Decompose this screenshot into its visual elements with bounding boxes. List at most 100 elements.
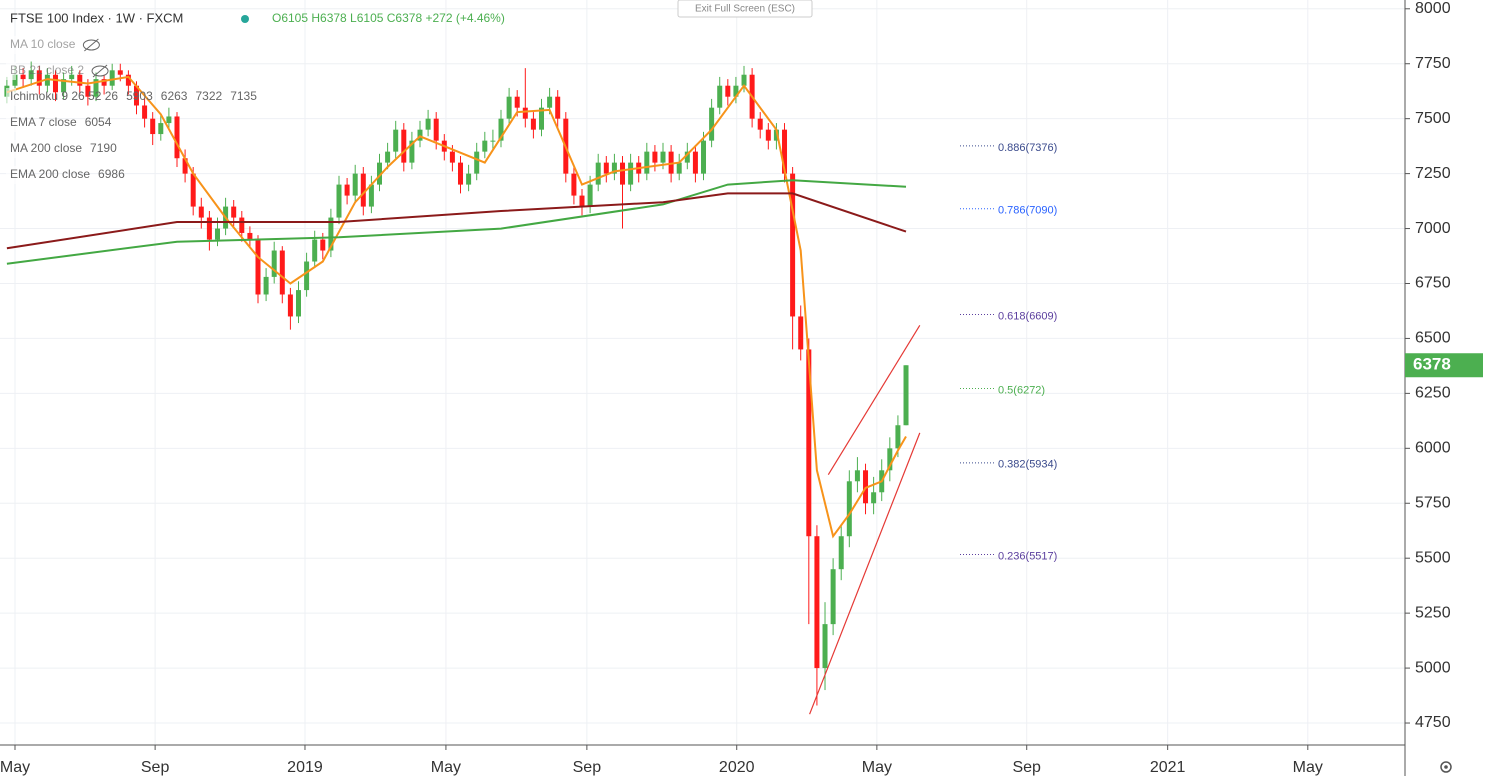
candle-body xyxy=(133,85,139,106)
candle-body xyxy=(433,118,439,141)
candle-body xyxy=(12,74,18,86)
legend-name: MA 10 close xyxy=(10,37,76,51)
candle-body xyxy=(539,107,545,130)
legend-value: 7322 xyxy=(195,89,222,103)
candle-body xyxy=(28,70,34,80)
candle-body xyxy=(547,96,553,108)
button-frame[interactable] xyxy=(677,0,813,18)
candle-body xyxy=(668,151,674,174)
legend-bg xyxy=(6,88,16,106)
candle-body xyxy=(417,129,423,141)
y-tick-label: 6000 xyxy=(1415,440,1451,457)
candle-body xyxy=(239,217,245,233)
candle-body xyxy=(425,118,431,130)
legend-value: 5903 xyxy=(126,89,153,103)
candle-body xyxy=(328,217,334,251)
candle-body xyxy=(579,195,585,207)
candle-body xyxy=(701,140,707,174)
candle-body xyxy=(449,151,455,163)
candle-body xyxy=(312,239,318,262)
x-tick-label: May xyxy=(431,759,461,776)
candle-body xyxy=(603,162,609,174)
candle-body xyxy=(125,74,131,86)
candle-body xyxy=(530,118,536,130)
y-tick-label: 6750 xyxy=(1415,275,1451,292)
ohlc-text: O6105 H6378 L6105 C6378 +272 (+4.46%) xyxy=(272,11,505,25)
settings-icon[interactable] xyxy=(1440,761,1452,773)
candle-body xyxy=(498,118,504,141)
candle-body xyxy=(20,74,26,80)
candle-body xyxy=(190,173,196,207)
hidden-icon-slash xyxy=(84,38,99,52)
y-tick-label: 5000 xyxy=(1415,659,1451,676)
legend-bg xyxy=(6,62,16,80)
candle-body xyxy=(401,129,407,163)
legend-bg xyxy=(6,140,16,158)
candle-body xyxy=(676,162,682,174)
candle-body xyxy=(320,239,326,251)
x-tick-label: May xyxy=(862,759,892,776)
candle-body xyxy=(684,151,690,163)
candle-body xyxy=(52,74,58,93)
legend-name: EMA 7 close xyxy=(10,115,77,129)
candle-body xyxy=(263,276,269,295)
candle-body xyxy=(61,79,67,93)
legend-bg xyxy=(6,36,16,54)
candle-body xyxy=(482,140,488,152)
candle-body xyxy=(279,250,285,295)
candle-body xyxy=(895,425,901,449)
fib-label: 0.5(6272) xyxy=(998,384,1045,396)
candle-body xyxy=(77,74,83,86)
candle-body xyxy=(522,107,528,119)
legend-name: Ichimoku 9 26 52 26 xyxy=(10,89,118,103)
candle-body xyxy=(231,206,237,218)
candle-body xyxy=(166,116,172,124)
candle-body xyxy=(595,162,601,185)
x-tick-label: May xyxy=(0,759,30,776)
candle-body xyxy=(150,118,156,135)
candle-body xyxy=(368,184,374,207)
legend-value: 6054 xyxy=(85,115,112,129)
candle-body xyxy=(871,492,877,504)
last-price-box xyxy=(1405,353,1483,378)
candle-body xyxy=(765,129,771,141)
overlay-line xyxy=(6,75,907,539)
candle-body xyxy=(409,140,415,163)
chart-title: FTSE 100 Index · 1W · FXCM xyxy=(10,10,183,25)
y-tick-label: 4750 xyxy=(1415,714,1451,731)
candle-body xyxy=(846,481,852,537)
candle-body xyxy=(555,96,561,119)
y-tick-label: 7000 xyxy=(1415,220,1451,237)
y-tick-label: 5500 xyxy=(1415,549,1451,566)
hidden-icon-slash xyxy=(92,64,108,78)
candle-body xyxy=(903,365,909,426)
candle-body xyxy=(725,85,731,97)
candle-body xyxy=(822,624,828,669)
legend-name: MA 200 close xyxy=(10,141,82,155)
candle-body xyxy=(393,129,399,152)
candle-body xyxy=(304,261,310,291)
candle-body xyxy=(287,294,293,317)
x-tick-label: Sep xyxy=(141,759,170,776)
candle-body xyxy=(117,70,123,75)
candle-body xyxy=(198,206,204,218)
y-tick-label: 6250 xyxy=(1415,385,1451,402)
candle-body xyxy=(757,118,763,130)
candle-body xyxy=(587,184,593,207)
trend-line xyxy=(809,432,921,715)
candle-body xyxy=(158,123,164,135)
full-screen-button[interactable]: Exit Full Screen (ESC) xyxy=(677,0,813,18)
candle-body xyxy=(352,173,358,196)
candle-body xyxy=(376,162,382,185)
candle-body xyxy=(887,448,893,471)
candle-body xyxy=(838,536,844,570)
candle-body xyxy=(36,70,42,86)
candle-body xyxy=(344,184,350,196)
y-tick-label: 6500 xyxy=(1415,330,1451,347)
candle-body xyxy=(474,151,480,174)
candle-body xyxy=(44,74,50,86)
candle-body xyxy=(336,184,342,218)
button-label[interactable]: Exit Full Screen (ESC) xyxy=(695,4,795,15)
